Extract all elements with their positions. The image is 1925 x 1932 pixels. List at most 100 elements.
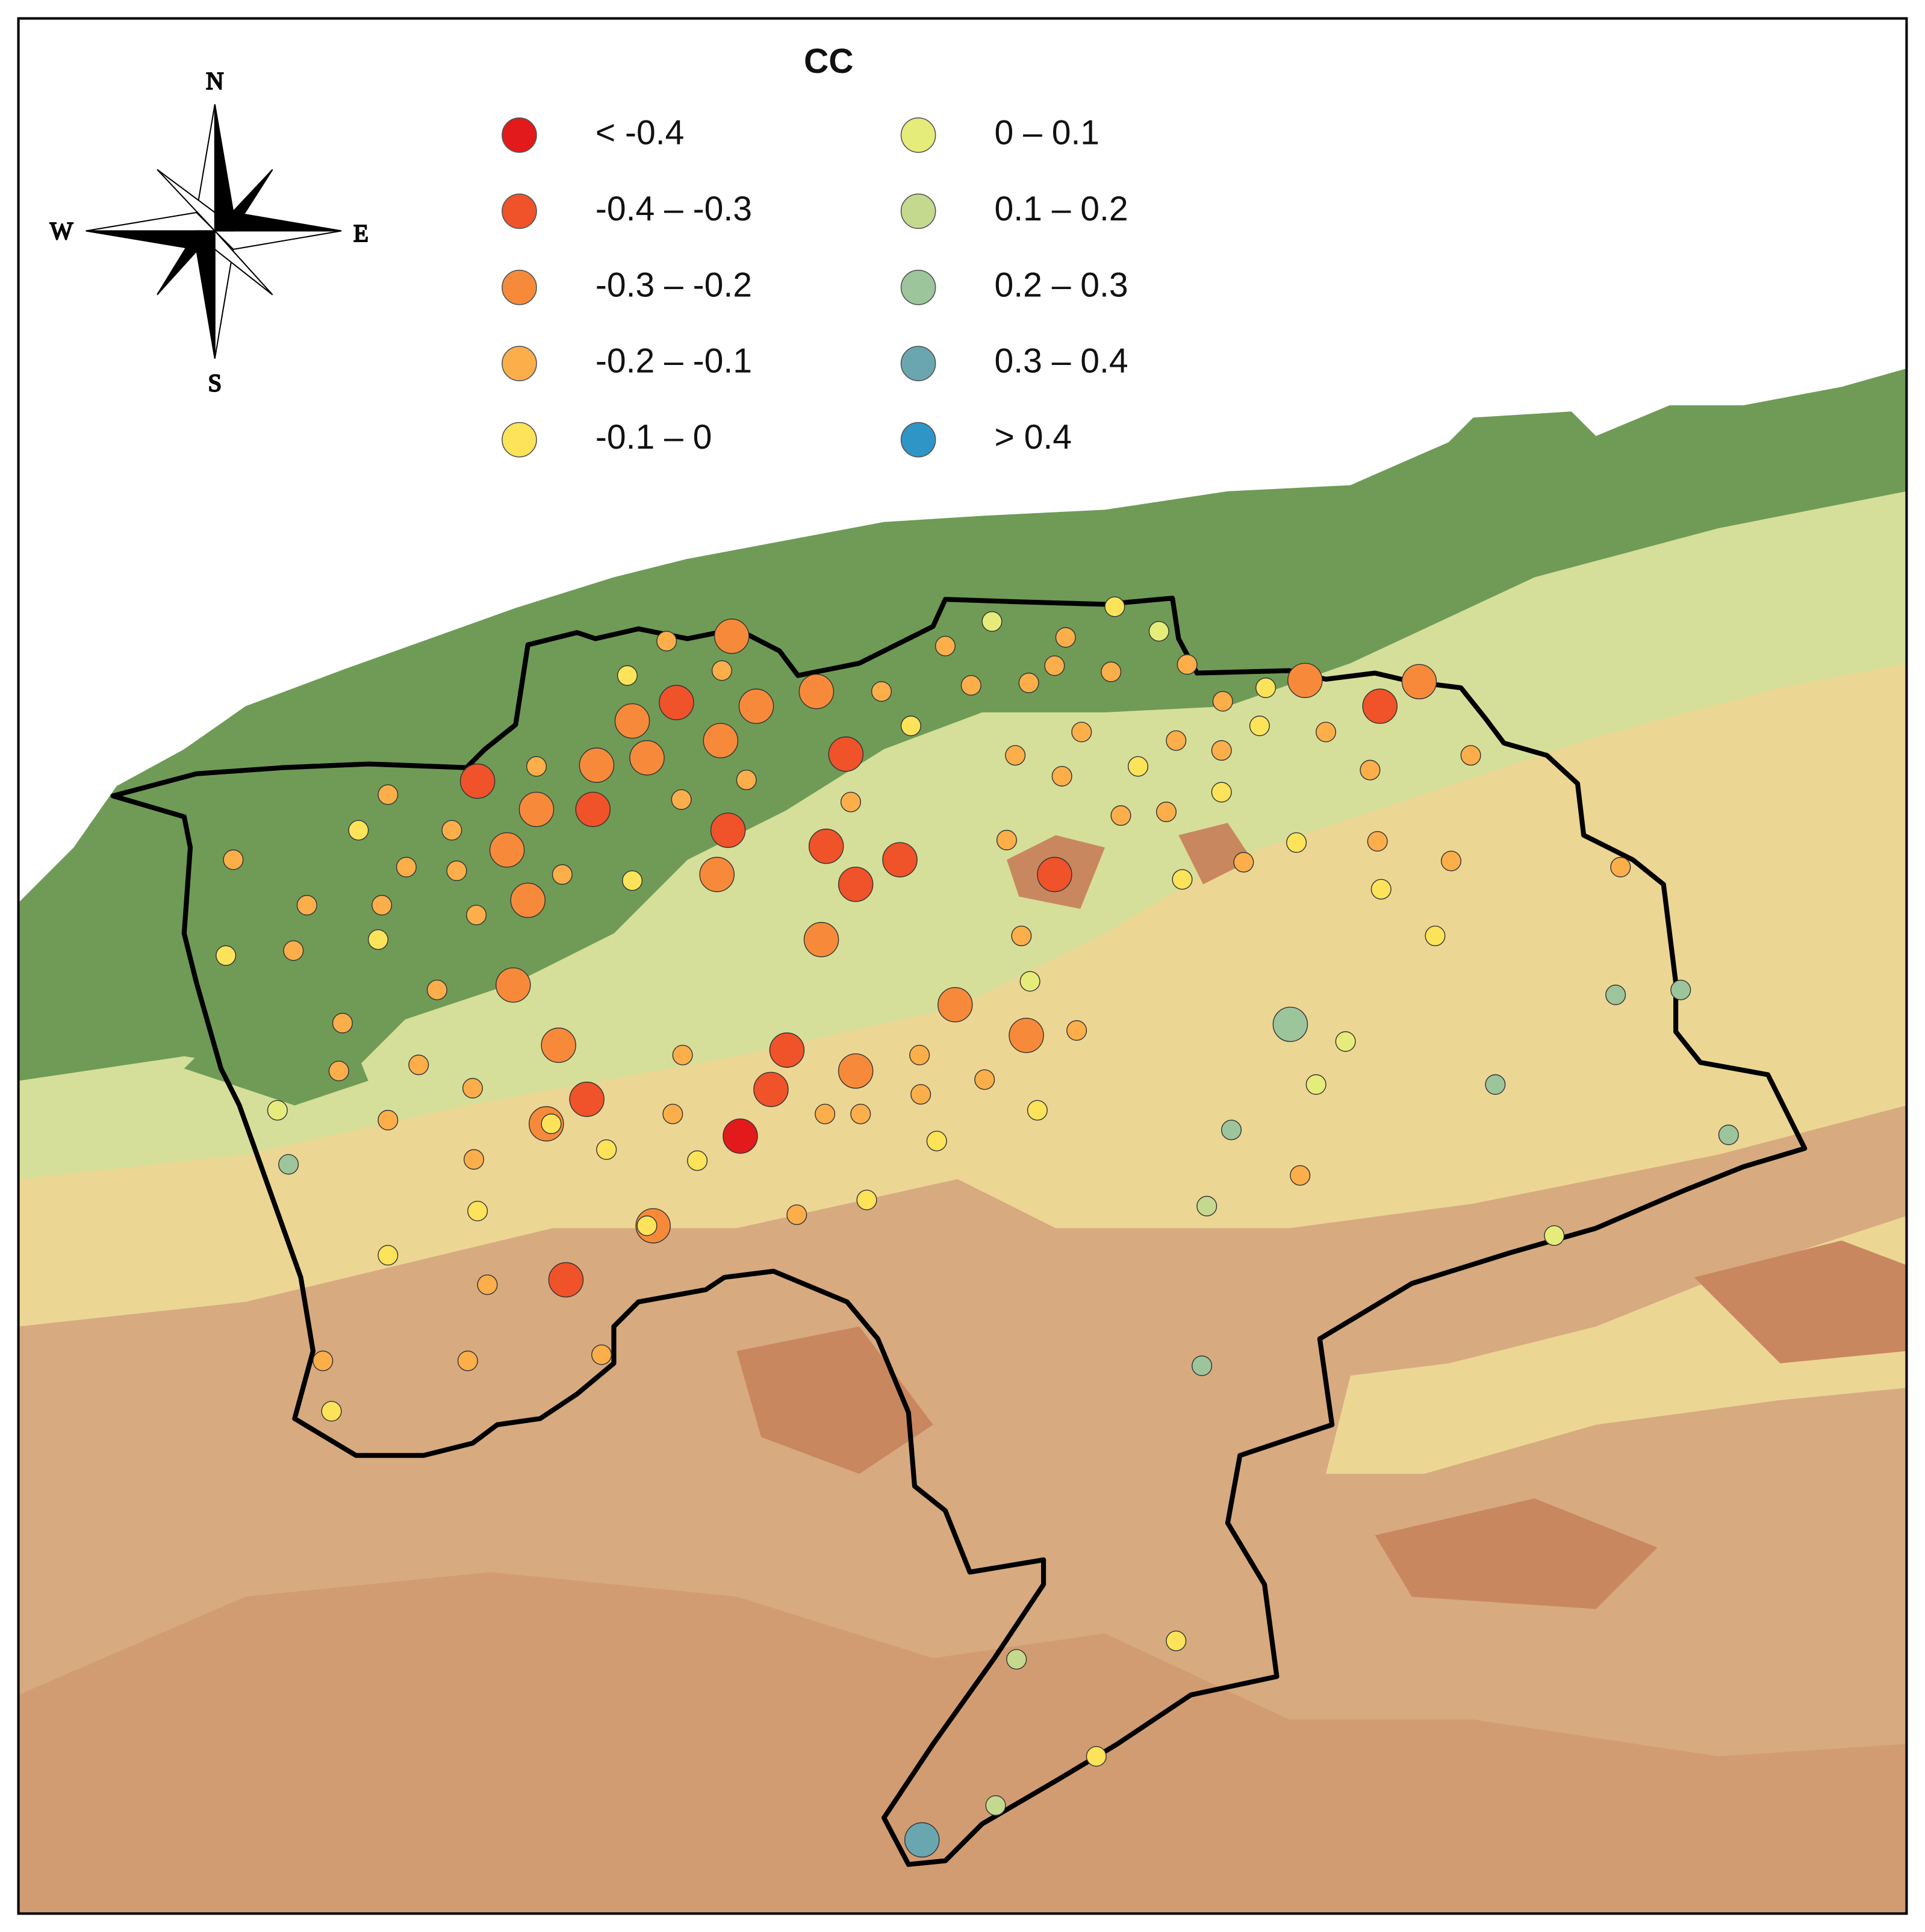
station (541, 1027, 576, 1063)
station (803, 921, 839, 958)
station (216, 945, 237, 966)
station (838, 1053, 874, 1089)
station (1037, 856, 1072, 893)
station (703, 723, 739, 759)
legend-label: -0.4 – -0.3 (596, 190, 752, 228)
station (1104, 596, 1125, 617)
station (1148, 621, 1169, 642)
station (378, 1109, 399, 1130)
station (332, 1012, 353, 1033)
station (935, 635, 956, 656)
legend-swatch (502, 422, 537, 458)
station (446, 860, 467, 881)
station (659, 685, 694, 720)
legend-swatch (900, 193, 936, 229)
station (283, 940, 304, 961)
station (1051, 765, 1072, 787)
station (769, 1032, 805, 1068)
station (808, 828, 844, 864)
station (882, 842, 918, 877)
station (1211, 782, 1232, 803)
station (510, 882, 546, 918)
station (926, 1130, 947, 1151)
compass-rose: N S E W (49, 67, 369, 397)
station (548, 1262, 584, 1298)
station (985, 1795, 1006, 1816)
station (1018, 672, 1039, 693)
terrain (18, 18, 1907, 1914)
sea (18, 18, 1907, 903)
station (1286, 832, 1307, 853)
station (1360, 759, 1381, 781)
station (856, 1189, 877, 1211)
compass-arm (214, 229, 273, 296)
station (1101, 661, 1122, 682)
station (714, 619, 750, 654)
station (671, 789, 692, 810)
basin-boundary (110, 596, 1808, 1867)
compass-arm (213, 169, 273, 232)
station (672, 1044, 693, 1065)
legend-label: -0.2 – -0.1 (596, 342, 752, 381)
station (552, 864, 573, 885)
station (828, 736, 864, 772)
terrain-forest (184, 1007, 369, 1106)
station (477, 1274, 498, 1295)
station (378, 1245, 399, 1266)
station (518, 791, 555, 827)
station (1362, 688, 1398, 724)
stations (216, 596, 1739, 1858)
compass-s: S (208, 370, 222, 397)
station (960, 675, 981, 696)
station (408, 1055, 429, 1076)
station (1155, 802, 1177, 823)
station (1166, 730, 1187, 751)
station (738, 688, 774, 724)
compass-e: E (353, 220, 369, 247)
station (910, 1084, 931, 1105)
legend-label: 0.3 – 0.4 (995, 342, 1128, 381)
compass-arm (157, 230, 217, 296)
station (267, 1100, 288, 1121)
station (457, 1350, 478, 1371)
station (1177, 654, 1198, 675)
station (459, 763, 496, 799)
station (1128, 756, 1149, 777)
station (815, 1103, 836, 1124)
compass-arm (157, 169, 216, 232)
station (378, 784, 399, 805)
station (467, 1200, 488, 1221)
station (1066, 1020, 1087, 1041)
station (223, 849, 244, 870)
legend-swatch (900, 422, 936, 458)
station (617, 665, 638, 686)
legend-label: -0.3 – -0.2 (596, 266, 752, 304)
legend-swatch (900, 346, 936, 382)
station (614, 703, 650, 739)
station (313, 1350, 334, 1371)
station (372, 895, 393, 916)
station (541, 1114, 562, 1135)
station (1335, 1031, 1356, 1052)
station (840, 791, 861, 812)
legend-label: > 0.4 (995, 418, 1072, 457)
frame (17, 17, 1908, 1915)
legend-title: CC (804, 42, 853, 81)
station (1440, 850, 1462, 871)
station (1718, 1124, 1739, 1145)
station (1401, 664, 1437, 700)
station (1011, 926, 1032, 947)
station (426, 979, 447, 1000)
station (321, 1401, 342, 1422)
station (1425, 926, 1446, 947)
compass-w: W (50, 217, 73, 245)
legend-swatch (502, 269, 537, 305)
station (710, 812, 746, 848)
legend-swatch (502, 117, 537, 153)
station (1196, 1195, 1218, 1217)
station (723, 1118, 758, 1154)
station (996, 829, 1017, 850)
station (753, 1071, 789, 1108)
